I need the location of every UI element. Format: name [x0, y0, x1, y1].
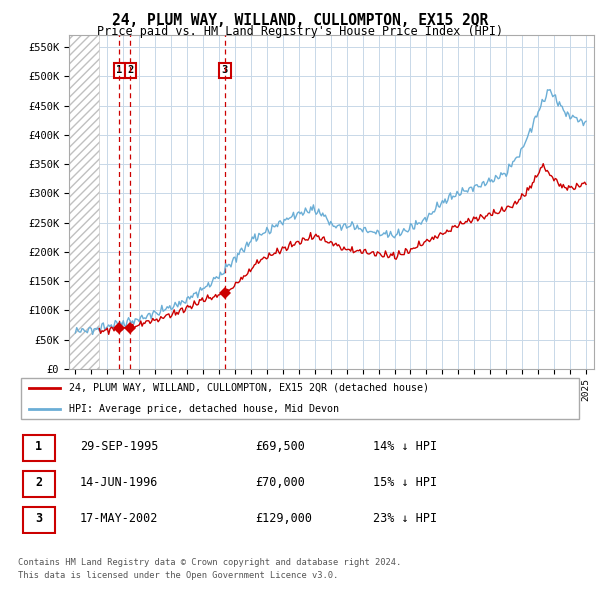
FancyBboxPatch shape [23, 435, 55, 461]
Text: 2: 2 [35, 476, 43, 489]
Text: £70,000: £70,000 [255, 476, 305, 489]
Text: 2: 2 [127, 65, 134, 76]
FancyBboxPatch shape [23, 471, 55, 497]
Text: Price paid vs. HM Land Registry's House Price Index (HPI): Price paid vs. HM Land Registry's House … [97, 25, 503, 38]
Text: 23% ↓ HPI: 23% ↓ HPI [373, 512, 437, 525]
FancyBboxPatch shape [23, 507, 55, 533]
Text: 3: 3 [222, 65, 228, 76]
Text: 15% ↓ HPI: 15% ↓ HPI [373, 476, 437, 489]
FancyBboxPatch shape [21, 378, 579, 419]
Text: HPI: Average price, detached house, Mid Devon: HPI: Average price, detached house, Mid … [69, 404, 339, 414]
Text: 14-JUN-1996: 14-JUN-1996 [80, 476, 158, 489]
Text: 1: 1 [116, 65, 122, 76]
Text: This data is licensed under the Open Government Licence v3.0.: This data is licensed under the Open Gov… [18, 571, 338, 579]
Text: 3: 3 [35, 512, 43, 525]
Text: £69,500: £69,500 [255, 440, 305, 453]
Text: 29-SEP-1995: 29-SEP-1995 [80, 440, 158, 453]
Text: 17-MAY-2002: 17-MAY-2002 [80, 512, 158, 525]
Text: Contains HM Land Registry data © Crown copyright and database right 2024.: Contains HM Land Registry data © Crown c… [18, 558, 401, 566]
Text: 24, PLUM WAY, WILLAND, CULLOMPTON, EX15 2QR: 24, PLUM WAY, WILLAND, CULLOMPTON, EX15 … [112, 13, 488, 28]
Text: £129,000: £129,000 [255, 512, 312, 525]
Text: 14% ↓ HPI: 14% ↓ HPI [373, 440, 437, 453]
Text: 24, PLUM WAY, WILLAND, CULLOMPTON, EX15 2QR (detached house): 24, PLUM WAY, WILLAND, CULLOMPTON, EX15 … [69, 383, 429, 393]
Text: 1: 1 [35, 440, 43, 453]
